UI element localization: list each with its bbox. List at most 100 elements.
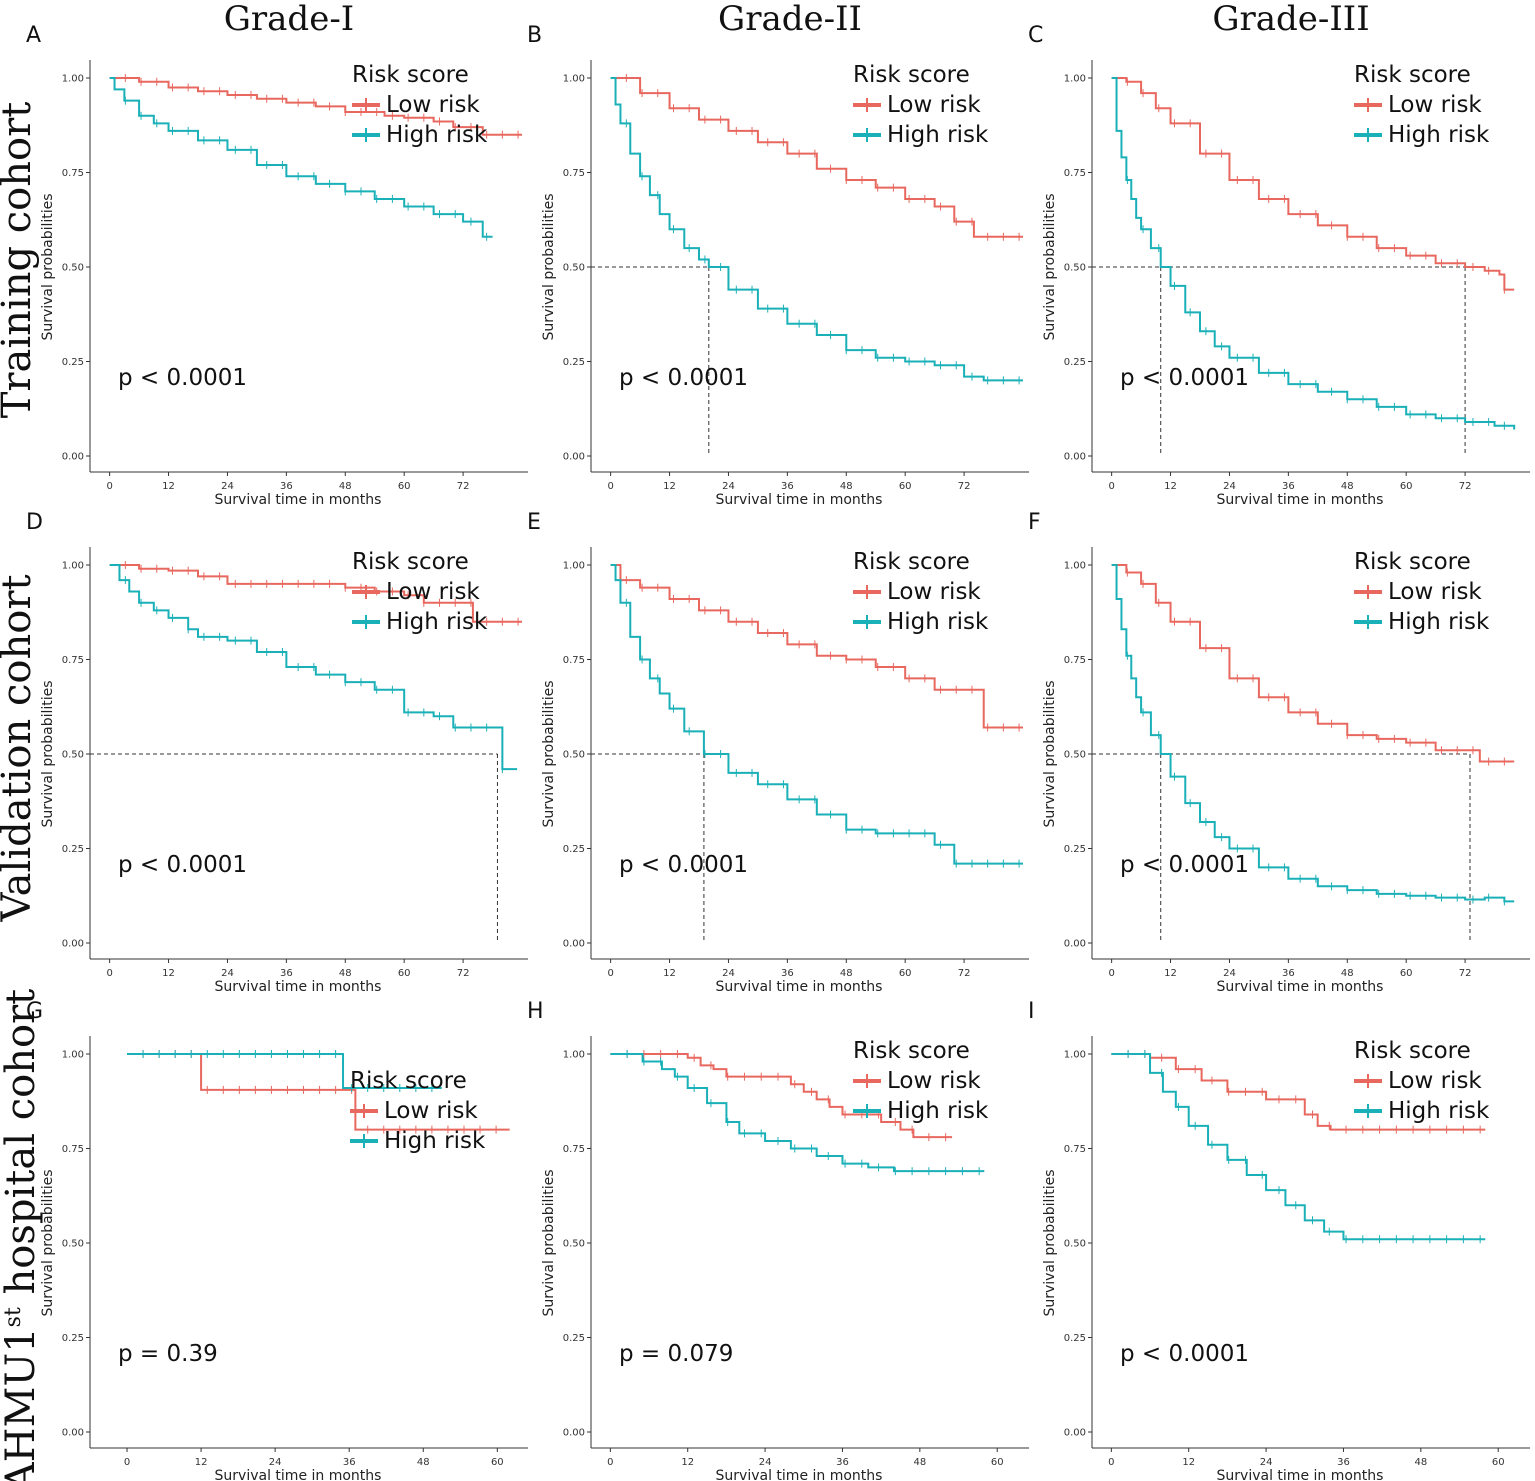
low-risk-legend-label: Low risk [386, 92, 480, 118]
x-tick-label: 12 [1164, 968, 1177, 979]
panel-letter-D: D [26, 510, 43, 535]
y-tick-label: 0.00 [1064, 452, 1086, 463]
y-axis-title: Survival probabilities [40, 1169, 56, 1316]
x-tick-label: 36 [781, 481, 794, 492]
legend-title: Risk score [853, 549, 970, 575]
row-header-ahmu: AHMU1st hospital cohort [0, 989, 44, 1481]
x-tick-label: 48 [1341, 968, 1354, 979]
x-tick-label: 72 [958, 481, 971, 492]
low-risk-legend-label: Low risk [887, 1068, 981, 1094]
y-tick-label: 1.00 [1064, 1050, 1086, 1061]
x-tick-label: 12 [681, 1457, 694, 1468]
legend: Risk score Low risk High risk [352, 549, 488, 635]
legend: Risk score Low risk High risk [1354, 549, 1490, 635]
x-tick-label: 60 [899, 481, 912, 492]
panel-G: G 0.00 0.25 0.50 0.75 1.00 0 12 24 36 48 60 Survival… [26, 999, 528, 1481]
panel-letter-E: E [527, 510, 541, 535]
y-tick-label: 0.50 [62, 263, 84, 274]
low-risk-legend-label: Low risk [1388, 579, 1482, 605]
y-tick-label: 0.25 [563, 844, 585, 855]
y-tick-label: 1.00 [1064, 74, 1086, 85]
x-tick-label: 48 [1414, 1457, 1427, 1468]
p-value: p = 0.39 [118, 1341, 218, 1367]
y-tick-label: 0.50 [563, 750, 585, 761]
y-axis-title: Survival probabilities [40, 680, 56, 827]
x-tick-label: 24 [722, 481, 735, 492]
x-tick-label: 0 [1108, 1457, 1114, 1468]
p-value: p < 0.0001 [619, 365, 748, 391]
high-risk-legend-label: High risk [887, 1098, 989, 1124]
low-risk-legend-label: Low risk [386, 579, 480, 605]
y-axis-title: Survival probabilities [1042, 1169, 1058, 1316]
x-axis-title: Survival time in months [1217, 979, 1384, 995]
legend: Risk score Low risk High risk [853, 549, 989, 635]
x-tick-label: 48 [339, 481, 352, 492]
legend-title: Risk score [853, 62, 970, 88]
panel-letter-B: B [527, 23, 542, 48]
y-tick-label: 0.75 [62, 1144, 84, 1155]
y-tick-label: 1.00 [563, 1050, 585, 1061]
legend: Risk score Low risk High risk [853, 1038, 989, 1124]
x-tick-label: 48 [339, 968, 352, 979]
y-tick-label: 0.00 [563, 939, 585, 950]
high-risk-curve [610, 77, 1023, 382]
legend: Risk score Low risk High risk [352, 62, 488, 148]
x-tick-label: 0 [106, 481, 112, 492]
x-tick-label: 24 [221, 481, 234, 492]
y-tick-label: 0.25 [1064, 357, 1086, 368]
x-tick-label: 60 [491, 1457, 504, 1468]
panel-C: C 0.00 0.25 0.50 0.75 1.00 0 12 24 36 48 60 72 Surviv… [1028, 23, 1530, 508]
low-risk-curve [610, 77, 1023, 238]
y-tick-label: 0.00 [563, 1428, 585, 1439]
high-risk-legend-label: High risk [1388, 122, 1490, 148]
y-tick-label: 0.25 [563, 1333, 585, 1344]
x-tick-label: 36 [280, 968, 293, 979]
legend-title: Risk score [352, 549, 469, 575]
p-value: p < 0.0001 [118, 852, 247, 878]
x-tick-label: 36 [836, 1457, 849, 1468]
low-risk-legend-label: Low risk [1388, 1068, 1482, 1094]
x-tick-label: 24 [1223, 968, 1236, 979]
panel-letter-A: A [26, 23, 41, 48]
y-tick-label: 0.00 [62, 939, 84, 950]
y-tick-label: 0.75 [563, 168, 585, 179]
p-value: p = 0.079 [619, 1341, 733, 1367]
y-tick-label: 0.00 [1064, 939, 1086, 950]
high-risk-curve [1111, 1053, 1486, 1241]
x-tick-label: 12 [663, 481, 676, 492]
high-risk-curve [1111, 564, 1515, 903]
y-tick-label: 0.25 [1064, 1333, 1086, 1344]
y-axis-title: Survival probabilities [1042, 680, 1058, 827]
x-tick-label: 60 [1400, 968, 1413, 979]
x-tick-label: 72 [457, 968, 470, 979]
p-value: p < 0.0001 [619, 852, 748, 878]
x-tick-label: 60 [398, 968, 411, 979]
y-tick-label: 0.75 [563, 1144, 585, 1155]
x-tick-label: 24 [221, 968, 234, 979]
legend: Risk score Low risk High risk [853, 62, 989, 148]
low-risk-curve [610, 564, 1023, 729]
high-risk-legend-label: High risk [887, 122, 989, 148]
y-tick-label: 0.75 [1064, 655, 1086, 666]
x-tick-label: 60 [899, 968, 912, 979]
row-header-ahmu-rest: hospital cohort [0, 989, 44, 1307]
low-risk-legend-label: Low risk [384, 1098, 478, 1124]
panel-D: D 0.00 0.25 0.50 0.75 1.00 0 12 24 36 48 60 72 Surviv… [26, 510, 528, 995]
y-tick-label: 1.00 [1064, 561, 1086, 572]
high-risk-curve [1111, 77, 1516, 430]
x-tick-label: 36 [1282, 481, 1295, 492]
x-tick-label: 36 [343, 1457, 356, 1468]
x-tick-label: 72 [1459, 968, 1472, 979]
x-tick-label: 12 [1164, 481, 1177, 492]
panel-B: B 0.00 0.25 0.50 0.75 1.00 0 12 24 36 48 60 72 Surviv… [527, 23, 1029, 508]
high-risk-legend-label: High risk [384, 1128, 486, 1154]
high-risk-curve [109, 564, 518, 771]
x-tick-label: 24 [269, 1457, 282, 1468]
y-tick-label: 0.50 [563, 1239, 585, 1250]
legend-title: Risk score [350, 1068, 467, 1094]
x-tick-label: 36 [1337, 1457, 1350, 1468]
x-tick-label: 72 [958, 968, 971, 979]
y-tick-label: 0.00 [62, 1428, 84, 1439]
low-risk-curve [610, 1053, 953, 1139]
x-tick-label: 0 [106, 968, 112, 979]
